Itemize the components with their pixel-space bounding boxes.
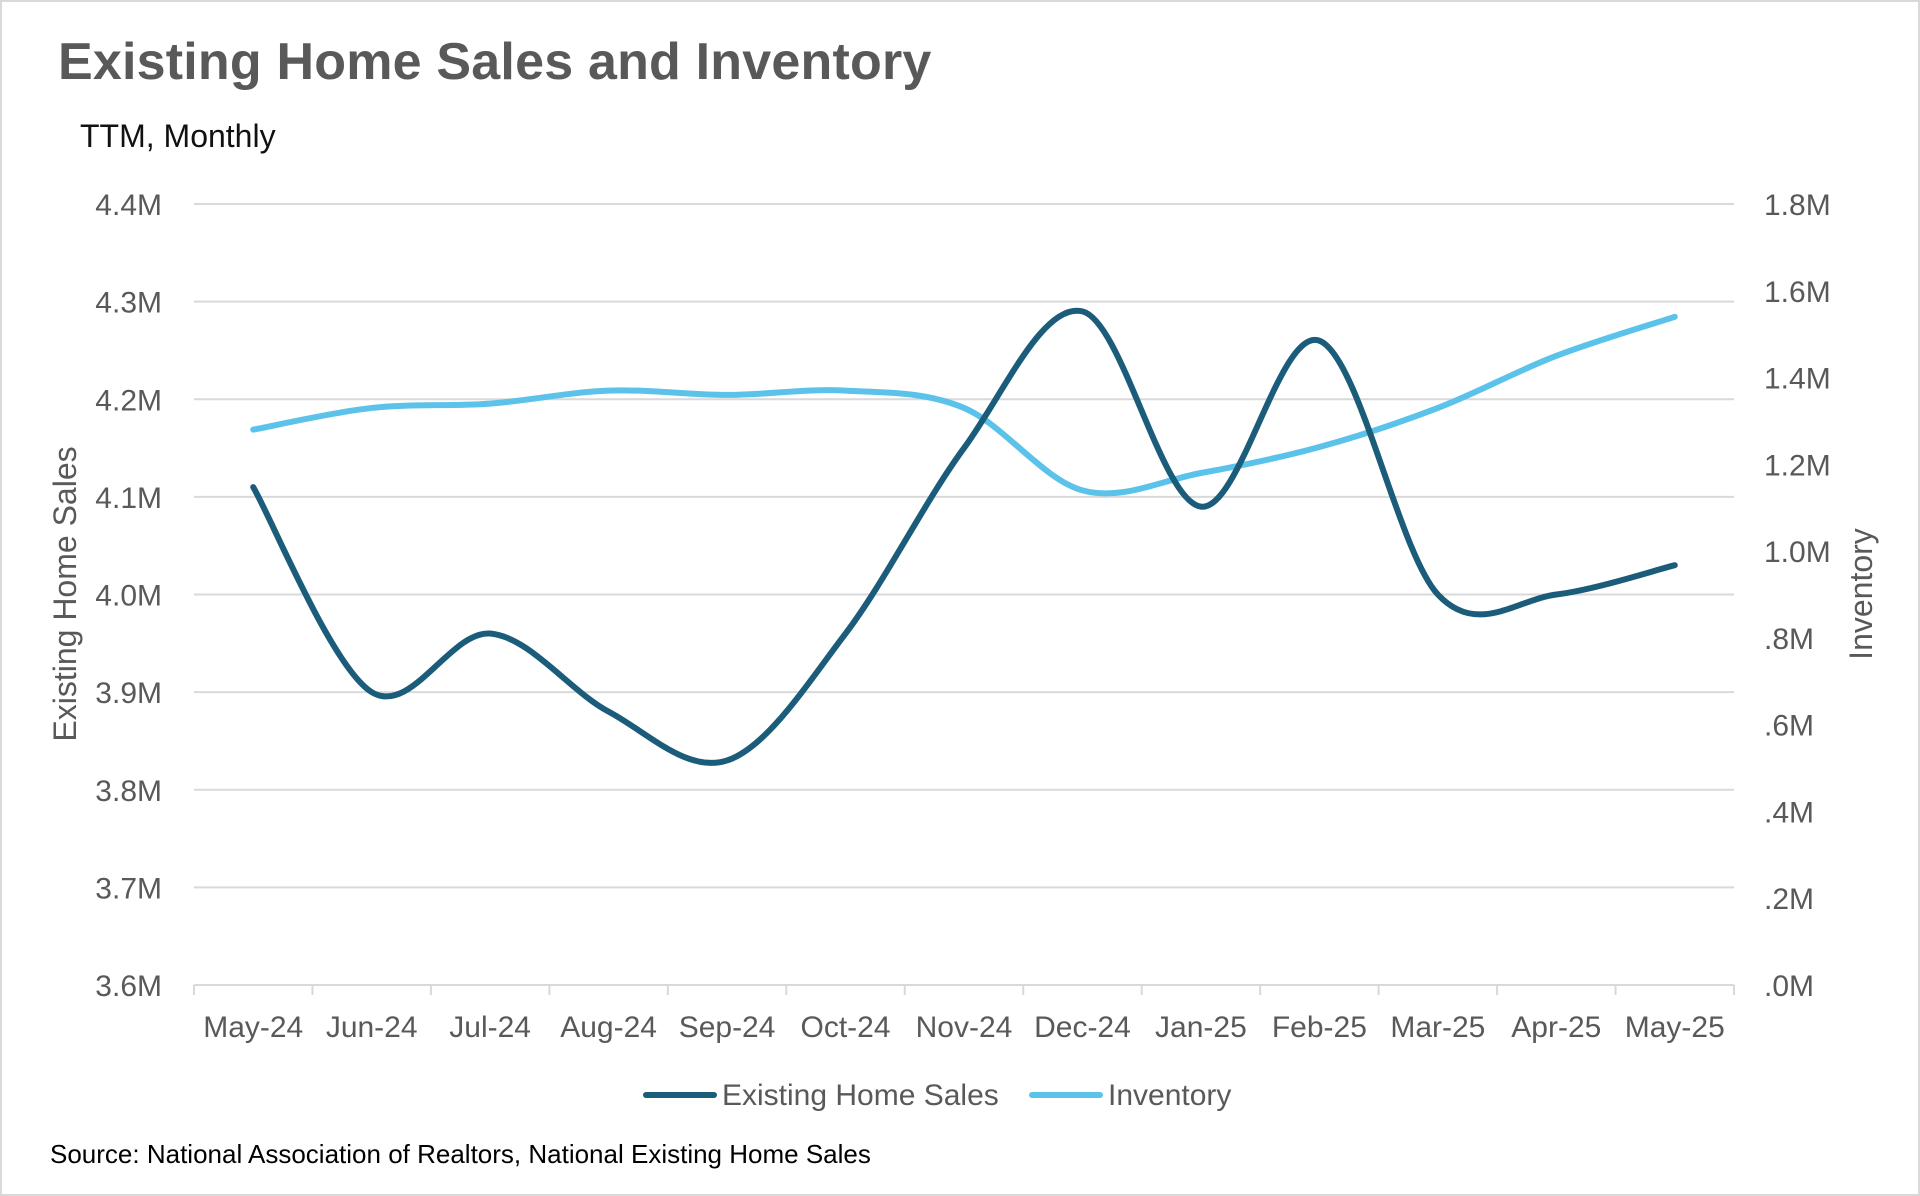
right-tick-label: .6M bbox=[1764, 710, 1814, 743]
left-tick-label: 3.6M bbox=[95, 970, 162, 1003]
left-tick-label: 3.7M bbox=[95, 872, 162, 905]
series-line-inventory bbox=[250, 313, 1678, 497]
right-tick-label: .2M bbox=[1764, 883, 1814, 916]
right-tick-label: .8M bbox=[1764, 623, 1814, 656]
x-tick-label: Feb-25 bbox=[1272, 1011, 1367, 1044]
x-tick-label: Nov-24 bbox=[916, 1011, 1013, 1044]
series-line-existing-home-sales bbox=[250, 307, 1678, 766]
x-tick-label: May-24 bbox=[203, 1011, 303, 1044]
right-tick-label: 1.2M bbox=[1764, 449, 1831, 482]
x-tick-label: Jul-24 bbox=[449, 1011, 531, 1044]
left-tick-label: 4.1M bbox=[95, 482, 162, 515]
left-tick-label: 3.8M bbox=[95, 775, 162, 808]
x-tick-label: Oct-24 bbox=[801, 1011, 891, 1044]
left-axis-title: Existing Home Sales bbox=[47, 446, 83, 741]
right-tick-label: 1.0M bbox=[1764, 536, 1831, 569]
x-tick-label: Aug-24 bbox=[560, 1011, 657, 1044]
right-tick-label: .4M bbox=[1764, 796, 1814, 829]
grid-layer bbox=[194, 203, 1734, 986]
right-tick-label: 1.6M bbox=[1764, 276, 1831, 309]
series-layer bbox=[250, 307, 1678, 766]
left-tick-label: 4.4M bbox=[95, 189, 162, 222]
x-tick-label: Apr-25 bbox=[1511, 1011, 1601, 1044]
chart-title: Existing Home Sales and Inventory bbox=[58, 33, 932, 91]
legend-label-existing-home-sales: Existing Home Sales bbox=[722, 1079, 999, 1112]
chart-source: Source: National Association of Realtors… bbox=[50, 1139, 871, 1169]
axis-layer: 4.4M 4.3M 4.2M 4.1M 4.0M 3.9M 3.8M 3.7M 3.6M 1.8M… bbox=[95, 189, 1830, 1044]
chart-subtitle: TTM, Monthly bbox=[80, 118, 276, 154]
right-tick-label: 1.8M bbox=[1764, 189, 1831, 222]
x-tick-label: Mar-25 bbox=[1390, 1011, 1485, 1044]
left-tick-label: 4.2M bbox=[95, 384, 162, 417]
right-tick-label: 1.4M bbox=[1764, 363, 1831, 396]
left-tick-label: 4.3M bbox=[95, 287, 162, 320]
legend-label-inventory: Inventory bbox=[1108, 1079, 1231, 1112]
x-tick-label: Sep-24 bbox=[679, 1011, 776, 1044]
right-tick-label: .0M bbox=[1764, 970, 1814, 1003]
right-axis-title: Inventory bbox=[1843, 528, 1879, 660]
legend-layer: Existing Home Sales Inventory bbox=[643, 1079, 1231, 1112]
left-tick-label: 3.9M bbox=[95, 677, 162, 710]
x-tick-label: Dec-24 bbox=[1034, 1011, 1131, 1044]
x-tick-label: Jun-24 bbox=[326, 1011, 418, 1044]
x-tick-label: Jan-25 bbox=[1155, 1011, 1247, 1044]
left-tick-label: 4.0M bbox=[95, 580, 162, 613]
x-tick-label: May-25 bbox=[1625, 1011, 1725, 1044]
